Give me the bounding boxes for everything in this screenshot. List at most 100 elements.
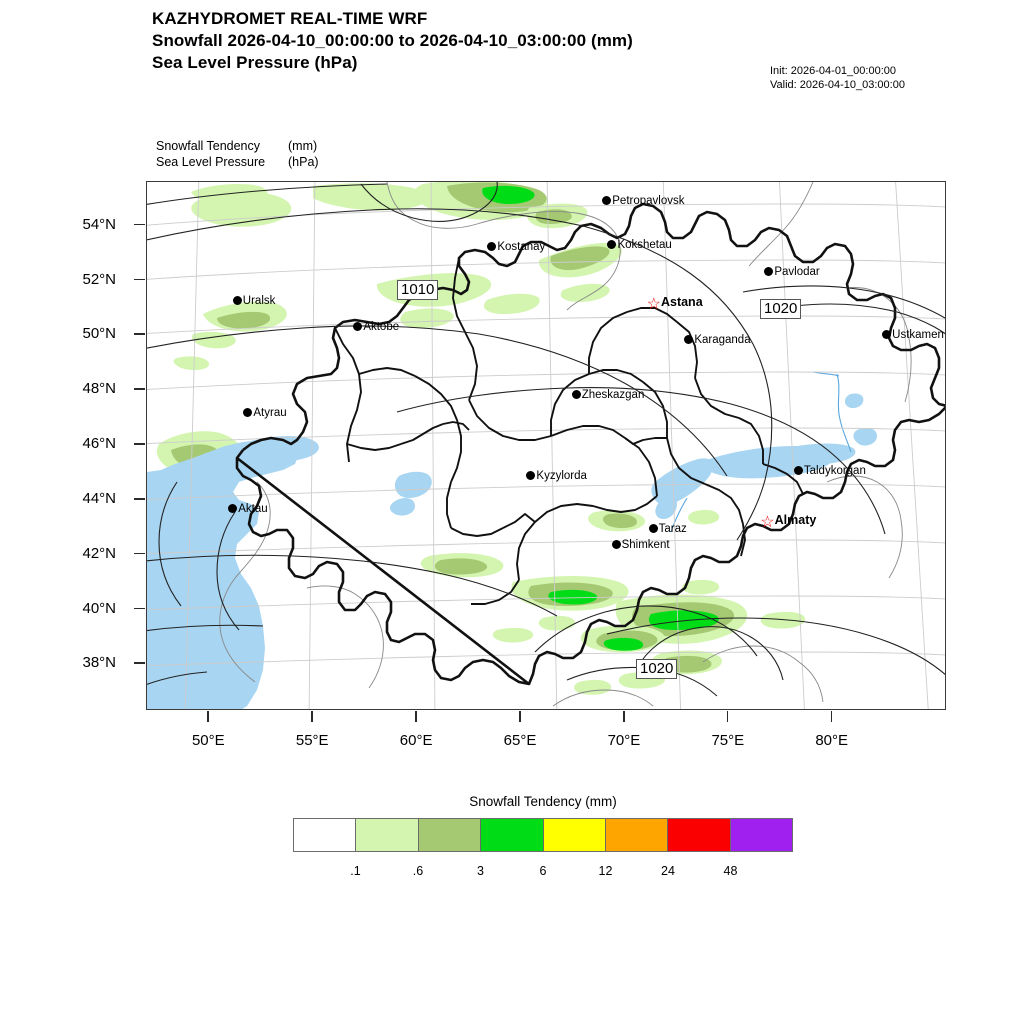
city-marker: Petropavlovsk bbox=[602, 195, 684, 207]
title-line-snowfall: Snowfall 2026-04-10_00:00:00 to 2026-04-… bbox=[152, 31, 633, 50]
city-marker: Kyzylorda bbox=[526, 470, 587, 482]
latitude-tick-mark bbox=[134, 443, 145, 445]
city-label: Pavlodar bbox=[774, 265, 820, 278]
city-dot-icon bbox=[684, 334, 694, 344]
city-label: Kokshetau bbox=[617, 238, 672, 251]
colorbar-tick-label: 24 bbox=[661, 864, 675, 878]
isobar-layer bbox=[147, 182, 945, 697]
latitude-tick-label: 40°N bbox=[82, 599, 116, 617]
title-block: KAZHYDROMET REAL-TIME WRF Snowfall 2026-… bbox=[152, 8, 912, 74]
latitude-tick-mark bbox=[134, 333, 145, 336]
longitude-tick-label: 55°E bbox=[295, 732, 329, 749]
city-label: Atyrau bbox=[253, 407, 287, 420]
city-label: Taldykorgan bbox=[803, 464, 866, 477]
colorbar-segment bbox=[605, 819, 669, 851]
colorbar-tick-label: .1 bbox=[350, 864, 361, 878]
city-marker: Atyrau bbox=[243, 407, 287, 420]
field-name: Snowfall Tendency bbox=[156, 139, 261, 153]
field-description-row: Snowfall Tendency (mm) bbox=[156, 138, 319, 154]
latitude-tick-mark bbox=[134, 388, 145, 390]
colorbar-title: Snowfall Tendency (mm) bbox=[469, 794, 617, 809]
isobar-value-label: 1020 bbox=[760, 299, 802, 319]
city-dot-icon bbox=[243, 408, 253, 418]
field-description: Snowfall Tendency (mm) Sea Level Pressur… bbox=[156, 138, 319, 170]
city-marker: Taraz bbox=[648, 523, 687, 536]
colorbar-segment bbox=[730, 819, 792, 851]
isobar-value-label: 1020 bbox=[636, 659, 678, 679]
city-label: Almaty bbox=[774, 512, 817, 527]
city-marker: Uralsk bbox=[232, 295, 275, 307]
longitude-tick-label: 60°E bbox=[399, 732, 433, 749]
valid-time: Valid: 2026-04-10_03:00:00 bbox=[770, 79, 905, 91]
city-dot-icon bbox=[487, 241, 497, 251]
city-label: Zheskazgan bbox=[581, 389, 645, 402]
city-marker: Zheskazgan bbox=[571, 389, 645, 402]
latitude-tick-mark bbox=[134, 278, 145, 281]
latitude-tick-mark bbox=[134, 607, 145, 610]
latitude-tick-mark bbox=[134, 223, 145, 226]
city-marker: Kokshetau bbox=[607, 238, 672, 251]
latitude-tick-mark bbox=[134, 662, 145, 664]
colorbar bbox=[293, 818, 793, 852]
latitude-tick-label: 54°N bbox=[82, 215, 116, 233]
field-description-row: Sea Level Pressure (hPa) bbox=[156, 154, 319, 170]
latitude-tick-label: 50°N bbox=[82, 325, 116, 343]
isobar-value-label: 1010 bbox=[397, 280, 439, 300]
longitude-tick-mark bbox=[519, 711, 521, 722]
latitude-tick-label: 52°N bbox=[82, 270, 116, 288]
capital-city-marker: ☆Almaty bbox=[760, 512, 817, 530]
longitude-tick-mark bbox=[726, 711, 729, 722]
colorbar-segment bbox=[356, 819, 419, 851]
city-dot-icon bbox=[526, 470, 536, 480]
city-dot-icon bbox=[571, 390, 581, 400]
city-label: Taraz bbox=[658, 523, 687, 536]
city-marker: Aktobe bbox=[353, 321, 399, 333]
colorbar-segment bbox=[668, 819, 731, 851]
city-dot-icon bbox=[764, 266, 774, 276]
capital-city-marker: ☆Astana bbox=[646, 295, 703, 314]
latitude-tick-label: 44°N bbox=[82, 489, 116, 507]
colorbar-tick-label: 6 bbox=[539, 864, 547, 878]
longitude-tick-mark bbox=[311, 711, 313, 722]
longitude-tick-mark bbox=[622, 711, 625, 722]
oblast-borders-layer bbox=[334, 257, 804, 605]
colorbar-tick-label: 3 bbox=[477, 864, 484, 878]
longitude-tick-label: 80°E bbox=[815, 732, 849, 749]
longitude-tick-mark bbox=[830, 711, 833, 722]
longitude-tick-label: 50°E bbox=[191, 732, 225, 749]
city-label: Astana bbox=[660, 295, 703, 310]
longitude-tick-mark bbox=[415, 711, 417, 722]
longitude-tick-mark bbox=[207, 711, 209, 722]
latitude-tick-label: 42°N bbox=[82, 544, 116, 562]
map-plot-area: Petropavlovsk Kostanay Kokshetau Pavlodar Ur… bbox=[146, 181, 946, 710]
city-label: Aktau bbox=[238, 502, 268, 515]
colorbar-segment bbox=[481, 819, 544, 851]
city-dot-icon bbox=[232, 295, 242, 305]
city-dot-icon bbox=[607, 239, 617, 249]
field-unit: (mm) bbox=[288, 139, 318, 153]
latitude-tick-label: 46°N bbox=[82, 435, 116, 453]
field-name: Sea Level Pressure bbox=[156, 155, 266, 169]
star-icon: ☆ bbox=[646, 296, 661, 314]
city-marker: Shimkent bbox=[611, 538, 670, 551]
city-marker: Ustkamen bbox=[882, 329, 944, 341]
latitude-tick-label: 48°N bbox=[82, 380, 116, 398]
city-marker: Pavlodar bbox=[764, 265, 820, 278]
latitude-tick-label: 38°N bbox=[82, 654, 116, 672]
colorbar-tick-label: 12 bbox=[598, 864, 613, 878]
city-marker: Kostanay bbox=[487, 240, 546, 253]
field-unit: (hPa) bbox=[288, 155, 319, 169]
secondary-borders-layer bbox=[219, 182, 912, 707]
city-label: Karaganda bbox=[694, 333, 751, 346]
city-label: Kostanay bbox=[497, 240, 546, 253]
colorbar-segment bbox=[294, 819, 357, 851]
city-dot-icon bbox=[793, 465, 803, 475]
city-marker: Taldykorgan bbox=[793, 464, 866, 477]
city-marker: Aktau bbox=[228, 502, 268, 515]
city-label: Shimkent bbox=[621, 538, 670, 551]
longitude-tick-label: 75°E bbox=[711, 732, 745, 749]
init-time: Init: 2026-04-01_00:00:00 bbox=[770, 65, 896, 77]
city-dot-icon bbox=[228, 503, 238, 513]
city-dot-icon bbox=[602, 196, 612, 205]
longitude-tick-label: 65°E bbox=[503, 732, 537, 749]
